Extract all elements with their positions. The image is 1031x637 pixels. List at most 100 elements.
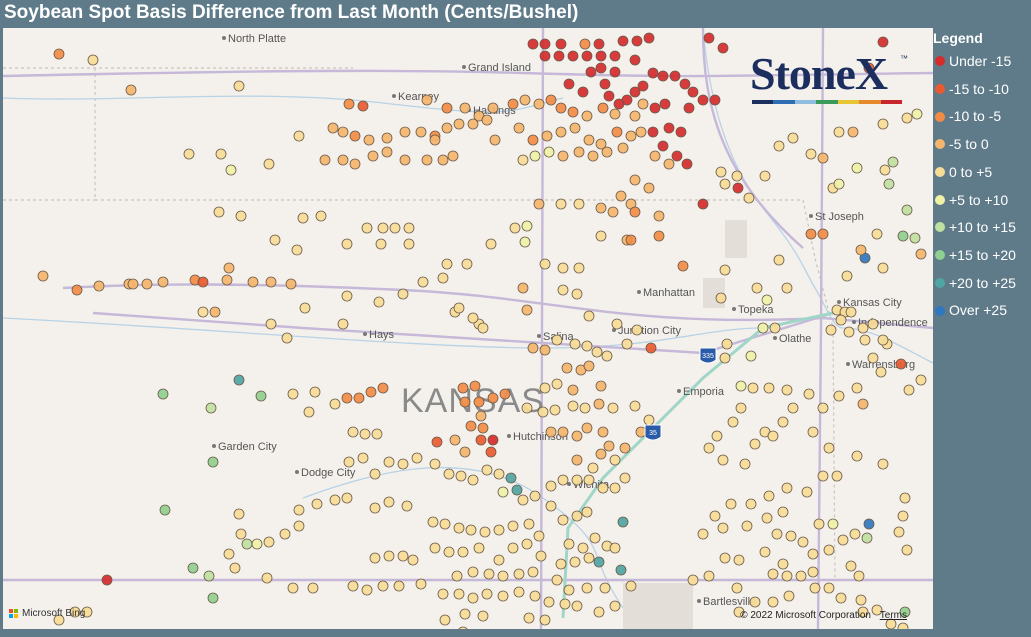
basis-point[interactable] (561, 362, 573, 374)
basis-point[interactable] (777, 558, 789, 570)
basis-point[interactable] (389, 222, 401, 234)
basis-point[interactable] (715, 292, 727, 304)
basis-point[interactable] (709, 94, 721, 106)
basis-point[interactable] (569, 556, 581, 568)
basis-point[interactable] (309, 386, 321, 398)
basis-point[interactable] (567, 384, 579, 396)
basis-point[interactable] (487, 392, 499, 404)
basis-point[interactable] (69, 606, 81, 618)
basis-point[interactable] (207, 456, 219, 468)
basis-point[interactable] (835, 592, 847, 604)
basis-point[interactable] (341, 392, 353, 404)
basis-point[interactable] (599, 582, 611, 594)
basis-point[interactable] (369, 552, 381, 564)
basis-point[interactable] (573, 146, 585, 158)
basis-point[interactable] (897, 510, 909, 522)
basis-point[interactable] (859, 334, 871, 346)
basis-point[interactable] (637, 80, 649, 92)
basis-point[interactable] (439, 614, 451, 626)
basis-point[interactable] (369, 502, 381, 514)
basis-point[interactable] (511, 484, 523, 496)
basis-point[interactable] (399, 126, 411, 138)
basis-point[interactable] (773, 254, 785, 266)
basis-point[interactable] (631, 324, 643, 336)
basis-point[interactable] (557, 426, 569, 438)
basis-point[interactable] (519, 94, 531, 106)
basis-point[interactable] (681, 158, 693, 170)
basis-point[interactable] (529, 590, 541, 602)
basis-point[interactable] (319, 154, 331, 166)
basis-point[interactable] (663, 122, 675, 134)
basis-point[interactable] (187, 562, 199, 574)
basis-point[interactable] (861, 532, 873, 544)
basis-point[interactable] (795, 570, 807, 582)
basis-point[interactable] (823, 544, 835, 556)
basis-point[interactable] (625, 130, 637, 142)
basis-point[interactable] (845, 306, 857, 318)
basis-point[interactable] (781, 282, 793, 294)
basis-point[interactable] (285, 278, 297, 290)
basis-point[interactable] (607, 206, 619, 218)
basis-point[interactable] (769, 322, 781, 334)
basis-point[interactable] (801, 486, 813, 498)
basis-point[interactable] (329, 398, 341, 410)
basis-point[interactable] (307, 582, 319, 594)
basis-point[interactable] (759, 546, 771, 558)
basis-point[interactable] (897, 622, 909, 629)
basis-point[interactable] (761, 294, 773, 306)
basis-point[interactable] (581, 110, 593, 122)
basis-point[interactable] (527, 134, 539, 146)
basis-point[interactable] (367, 150, 379, 162)
basis-point[interactable] (157, 276, 169, 288)
basis-point[interactable] (427, 516, 439, 528)
basis-point[interactable] (337, 318, 349, 330)
basis-point[interactable] (731, 582, 743, 594)
basis-point[interactable] (823, 582, 835, 594)
basis-point[interactable] (517, 282, 529, 294)
basis-point[interactable] (603, 90, 615, 102)
basis-point[interactable] (489, 134, 501, 146)
basis-point[interactable] (877, 262, 889, 274)
basis-point[interactable] (609, 600, 621, 612)
basis-point[interactable] (629, 86, 641, 98)
basis-point[interactable] (205, 402, 217, 414)
basis-point[interactable] (493, 468, 505, 480)
basis-point[interactable] (847, 126, 859, 138)
basis-point[interactable] (551, 378, 563, 390)
basis-point[interactable] (361, 584, 373, 596)
basis-point[interactable] (893, 526, 905, 538)
basis-point[interactable] (807, 426, 819, 438)
basis-point[interactable] (197, 306, 209, 318)
basis-point[interactable] (507, 98, 519, 110)
basis-point[interactable] (373, 296, 385, 308)
basis-point[interactable] (53, 614, 65, 626)
basis-point[interactable] (429, 542, 441, 554)
basis-point[interactable] (535, 550, 547, 562)
basis-point[interactable] (635, 126, 647, 138)
basis-point[interactable] (507, 542, 519, 554)
basis-point[interactable] (731, 170, 743, 182)
basis-point[interactable] (857, 606, 869, 618)
basis-point[interactable] (901, 204, 913, 216)
bing-attribution[interactable]: Microsoft Bing (9, 608, 85, 619)
basis-point[interactable] (383, 496, 395, 508)
basis-point[interactable] (851, 162, 863, 174)
basis-point[interactable] (797, 536, 809, 548)
basis-point[interactable] (241, 538, 253, 550)
basis-point[interactable] (803, 388, 815, 400)
basis-point[interactable] (807, 548, 819, 560)
basis-point[interactable] (157, 388, 169, 400)
basis-point[interactable] (539, 382, 551, 394)
basis-point[interactable] (609, 542, 621, 554)
basis-point[interactable] (849, 528, 861, 540)
basis-point[interactable] (431, 436, 443, 448)
basis-point[interactable] (563, 78, 575, 90)
basis-point[interactable] (529, 150, 541, 162)
basis-point[interactable] (621, 338, 633, 350)
basis-point[interactable] (735, 380, 747, 392)
basis-point[interactable] (441, 102, 453, 114)
basis-point[interactable] (703, 32, 715, 44)
basis-point[interactable] (521, 538, 533, 550)
basis-point[interactable] (441, 122, 453, 134)
basis-point[interactable] (459, 396, 471, 408)
